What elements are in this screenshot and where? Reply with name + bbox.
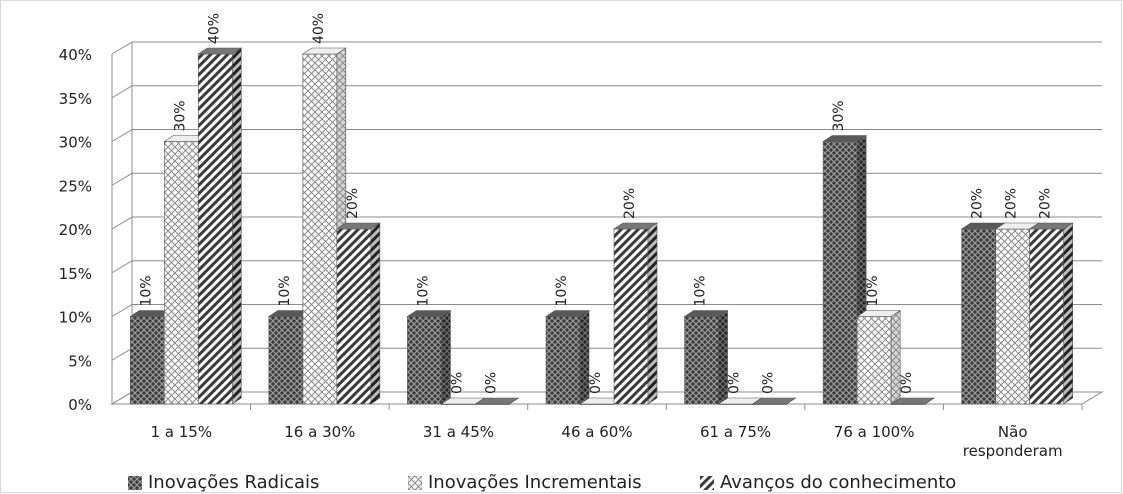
gridline-depth bbox=[111, 172, 133, 186]
y-tick-label: 5% bbox=[68, 352, 92, 370]
y-tick-label: 40% bbox=[59, 46, 92, 64]
legend: Inovações Radicais Inovações Incrementai… bbox=[0, 472, 1123, 494]
data-label: 10% bbox=[865, 275, 881, 306]
data-label: 0% bbox=[727, 372, 743, 394]
data-label: 0% bbox=[483, 372, 499, 394]
gridlines bbox=[111, 41, 1102, 405]
bar bbox=[474, 397, 520, 405]
y-tick-label: 35% bbox=[59, 90, 92, 108]
data-label: 30% bbox=[831, 100, 847, 131]
y-tick-label: 30% bbox=[59, 134, 92, 152]
data-label: 10% bbox=[554, 275, 570, 306]
legend-item-radicais: Inovações Radicais bbox=[128, 472, 319, 493]
gridline-depth bbox=[111, 41, 133, 55]
legend-label: Avanços do conhecimento bbox=[720, 472, 957, 493]
gridline-depth bbox=[111, 85, 133, 99]
bar bbox=[335, 222, 381, 405]
bar bbox=[197, 47, 243, 405]
data-label: 10% bbox=[138, 275, 154, 306]
data-label: 0% bbox=[449, 372, 465, 394]
data-label: 20% bbox=[1004, 188, 1020, 219]
legend-item-incrementais: Inovações Incrementais bbox=[408, 472, 642, 493]
data-label: 0% bbox=[761, 372, 777, 394]
x-tick-label: Não bbox=[998, 423, 1028, 441]
bars bbox=[129, 47, 1074, 405]
legend-item-avancos: Avanços do conhecimento bbox=[700, 472, 956, 493]
gridline-depth bbox=[111, 260, 133, 274]
data-label: 10% bbox=[415, 275, 431, 306]
y-tick-label: 10% bbox=[59, 309, 92, 327]
bar bbox=[440, 397, 486, 405]
bar bbox=[545, 309, 590, 405]
data-label: 20% bbox=[345, 188, 361, 219]
x-tick-label: 16 a 30% bbox=[284, 423, 355, 441]
gridline-depth bbox=[111, 347, 133, 361]
data-label: 20% bbox=[970, 188, 986, 219]
data-labels: 10% 30% 40% 10% 40% 20% 10% 0% 0% 10% 0% 20% 10% 0% 0%… bbox=[138, 13, 1053, 394]
gridline-depth bbox=[111, 216, 133, 230]
diagonal-stripes-icon bbox=[700, 475, 714, 490]
x-tick-label: 76 a 100% bbox=[834, 423, 915, 441]
legend-label: Inovações Incrementais bbox=[428, 472, 642, 493]
gridline-depth bbox=[111, 129, 133, 142]
y-tick-label: 20% bbox=[59, 221, 92, 239]
bar bbox=[406, 309, 452, 405]
x-tick-label: 1 a 15% bbox=[150, 423, 212, 441]
data-label: 20% bbox=[622, 188, 638, 219]
data-label: 10% bbox=[277, 275, 293, 306]
chart-plot: 0% 5% 10% 15% 20% 25% 30% 35% 40% 1 a 15% 16 a 30%… bbox=[59, 13, 1104, 460]
x-tick-label: 31 a 45% bbox=[423, 423, 494, 441]
data-label: 20% bbox=[1038, 188, 1054, 219]
bar bbox=[613, 222, 658, 405]
data-label: 40% bbox=[206, 13, 222, 44]
data-label: 0% bbox=[588, 372, 604, 394]
bar bbox=[683, 309, 729, 405]
x-tick-label: 46 a 60% bbox=[561, 423, 632, 441]
bar bbox=[751, 397, 797, 405]
gridline-depth bbox=[111, 304, 133, 317]
bar bbox=[890, 397, 936, 405]
data-label: 40% bbox=[311, 13, 327, 44]
data-label: 0% bbox=[899, 372, 915, 394]
legend-label: Inovações Radicais bbox=[148, 472, 320, 493]
data-label: 30% bbox=[172, 100, 188, 131]
x-tick-label: 61 a 75% bbox=[700, 423, 771, 441]
x-tick-label: responderam bbox=[963, 442, 1063, 460]
y-tick-label: 25% bbox=[59, 177, 92, 195]
axes: 0% 5% 10% 15% 20% 25% 30% 35% 40% 1 a 15% 16 a 30%… bbox=[59, 42, 1104, 460]
y-tick-label: 0% bbox=[68, 396, 92, 414]
data-label: 10% bbox=[693, 275, 709, 306]
bar bbox=[1028, 222, 1074, 405]
crosshatch-light-icon bbox=[408, 475, 422, 490]
y-tick-label: 15% bbox=[59, 265, 92, 283]
bar bbox=[856, 309, 902, 405]
crosshatch-dark-icon bbox=[128, 475, 142, 490]
